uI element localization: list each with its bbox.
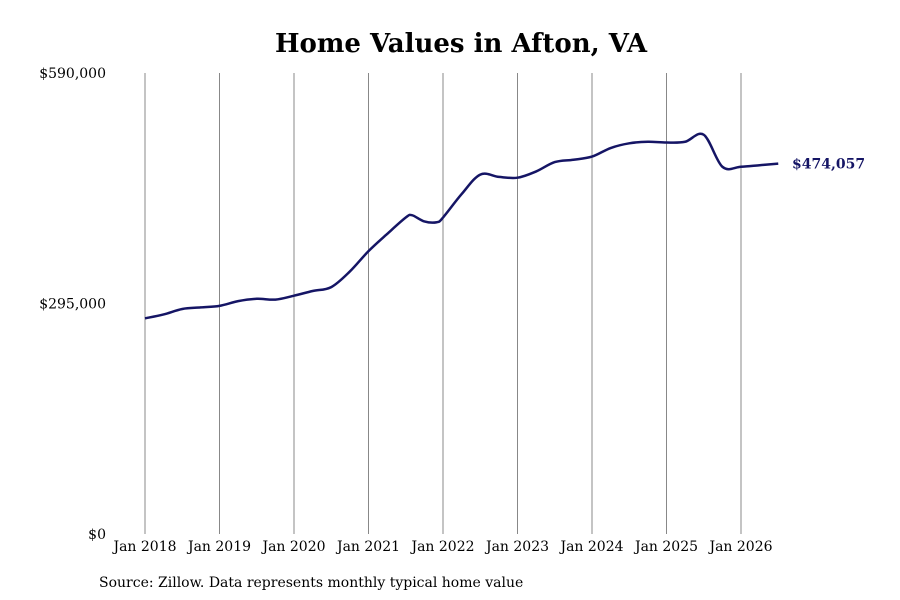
y-axis-ticks: $0 $295,000 $590,000 [39, 66, 106, 543]
x-tick-label: Jan 2021 [335, 539, 400, 555]
chart-title: Home Values in Afton, VA [275, 29, 648, 59]
x-tick-label: Jan 2020 [260, 539, 325, 555]
gridlines [144, 73, 742, 534]
home-value-series-line [144, 132, 779, 320]
x-tick-label: Jan 2025 [633, 539, 698, 555]
y-tick-label: $295,000 [39, 297, 106, 313]
source-note: Source: Zillow. Data represents monthly … [99, 575, 523, 591]
x-tick-label: Jan 2023 [484, 539, 549, 555]
x-axis-ticks: Jan 2018 Jan 2019 Jan 2020 Jan 2021 Jan 2022… [111, 539, 772, 555]
x-tick-label: Jan 2026 [707, 539, 772, 555]
x-tick-label: Jan 2024 [558, 539, 623, 555]
y-tick-label: $590,000 [39, 66, 106, 82]
last-value-label: $474,057 [792, 157, 865, 173]
y-tick-label: $0 [88, 527, 106, 543]
x-tick-label: Jan 2022 [409, 539, 474, 555]
x-tick-label: Jan 2019 [186, 539, 251, 555]
x-tick-label: Jan 2018 [111, 539, 176, 555]
series-layer [144, 132, 779, 320]
